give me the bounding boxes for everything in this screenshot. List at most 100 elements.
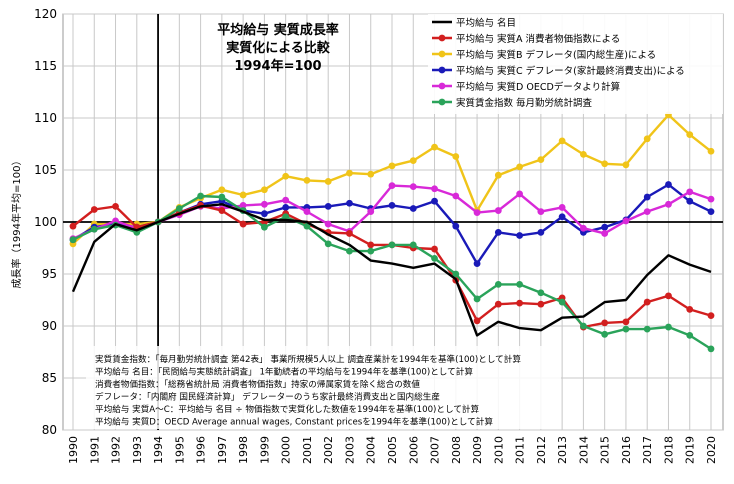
- data-point: [282, 196, 290, 204]
- x-tick-label: 2020: [705, 436, 718, 464]
- data-point: [324, 240, 332, 248]
- y-tick-label: 85: [42, 371, 57, 385]
- data-point: [686, 197, 694, 205]
- data-point: [452, 192, 460, 200]
- y-tick-label: 90: [42, 319, 57, 333]
- x-tick-label: 1998: [237, 436, 250, 464]
- data-point: [112, 203, 119, 210]
- data-point: [558, 137, 566, 145]
- data-point: [282, 204, 290, 211]
- data-point: [324, 220, 332, 228]
- data-point: [707, 345, 715, 353]
- data-point: [388, 162, 396, 170]
- note-line: 平均給与 実質D：OECD Average annual wages, Cons…: [95, 416, 493, 428]
- title-line-2: 実質化による比較: [226, 40, 331, 56]
- data-point: [473, 260, 481, 267]
- y-tick-label: 115: [34, 59, 57, 73]
- x-tick-label: 2014: [577, 436, 590, 464]
- data-point: [431, 255, 438, 262]
- data-point: [303, 208, 311, 216]
- data-point: [452, 153, 460, 160]
- axes: 80 85 90 95 100 105 110 115 120 1990 1991 1992 1993 1…: [34, 7, 723, 464]
- y-tick-label: 105: [34, 163, 57, 177]
- title-line-3: 1994年=100: [234, 58, 321, 74]
- data-point: [580, 151, 587, 158]
- data-point: [537, 156, 545, 164]
- x-tick-label: 2010: [492, 436, 505, 464]
- x-tick-label: 2000: [280, 436, 293, 464]
- data-point: [707, 147, 715, 155]
- data-point: [346, 247, 353, 255]
- data-point: [409, 183, 417, 191]
- legend-label: 平均給与 名目: [456, 17, 516, 29]
- data-point: [537, 208, 545, 216]
- data-point: [261, 200, 268, 208]
- data-point: [537, 229, 545, 236]
- note-line: 消費者物価指数：「総務省統計局 消費者物価指数」持家の帰属家賃を除く総合の数値: [95, 378, 420, 390]
- x-tick-label: 1993: [131, 436, 144, 464]
- data-point: [346, 199, 353, 207]
- data-point: [494, 171, 502, 179]
- data-point: [558, 298, 566, 306]
- data-point: [197, 192, 205, 200]
- data-point: [239, 191, 247, 199]
- data-point: [622, 325, 630, 333]
- y-tick-label: 110: [34, 111, 57, 125]
- x-tick-label: 1992: [110, 436, 123, 464]
- legend-label: 平均給与 実質A 消費者物価指数による: [456, 33, 620, 45]
- data-point: [409, 241, 417, 249]
- note-line: デフレータ：「内閣府 国民経済計算」 デフレーターのうち家計最終消費支出と国内総…: [95, 391, 440, 403]
- x-tick-label: 1999: [258, 436, 271, 464]
- data-point: [686, 305, 694, 313]
- data-point: [388, 201, 396, 209]
- data-point: [537, 289, 545, 297]
- data-point: [707, 312, 715, 319]
- legend-box: [428, 14, 723, 114]
- notes-box: [86, 346, 561, 429]
- x-tick-label: 2005: [386, 436, 399, 464]
- series-line: [71, 203, 712, 337]
- legend-marker: [438, 98, 446, 106]
- data-point: [409, 157, 417, 165]
- data-point: [261, 186, 268, 194]
- data-point: [622, 318, 630, 326]
- data-point: [686, 188, 694, 196]
- data-point: [558, 213, 566, 221]
- data-point: [90, 206, 98, 213]
- x-tick-label: 1996: [195, 436, 208, 464]
- data-point: [601, 223, 609, 231]
- data-point: [580, 224, 587, 232]
- x-tick-label: 2019: [684, 436, 697, 464]
- data-point: [686, 131, 694, 139]
- y-tick-label: 120: [34, 7, 57, 21]
- data-point: [643, 208, 651, 216]
- data-point: [537, 300, 545, 308]
- x-tick-label: 2006: [407, 436, 420, 464]
- legend-marker: [438, 50, 446, 58]
- data-point: [516, 190, 523, 198]
- data-point: [452, 222, 460, 230]
- note-line: 実質賃金指数：「毎月勤労統計調査 第42表」 事業所規模5人以上 調査産業計を1…: [95, 353, 521, 365]
- data-point: [516, 281, 523, 288]
- x-tick-label: 2016: [620, 436, 633, 464]
- x-tick-label: 1991: [88, 436, 101, 464]
- x-tick-label: 2009: [471, 436, 484, 464]
- x-tick-label: 1995: [173, 436, 186, 464]
- data-point: [601, 319, 609, 327]
- chart-title: 平均給与 実質成長率 実質化による比較 1994年=100: [217, 22, 339, 74]
- data-point: [218, 207, 226, 214]
- data-point: [601, 330, 609, 338]
- data-point: [261, 210, 268, 218]
- data-point: [580, 322, 587, 330]
- x-tick-label: 2012: [535, 436, 548, 464]
- legend-label: 平均給与 実質B デフレータ(国内総生産)による: [456, 49, 656, 61]
- data-point: [707, 195, 715, 203]
- data-point: [69, 222, 77, 230]
- data-point: [643, 325, 651, 333]
- series-0: [71, 203, 712, 337]
- data-point: [473, 295, 481, 303]
- data-point: [409, 205, 417, 212]
- data-point: [601, 230, 609, 237]
